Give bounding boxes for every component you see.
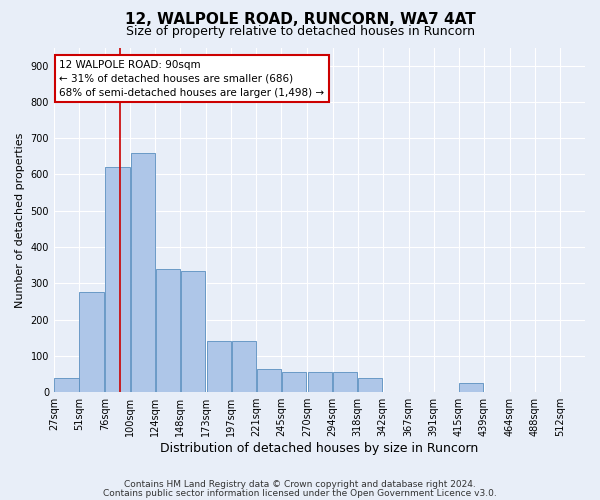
- Text: Contains HM Land Registry data © Crown copyright and database right 2024.: Contains HM Land Registry data © Crown c…: [124, 480, 476, 489]
- Bar: [131, 152, 155, 392]
- Bar: [79, 292, 104, 392]
- Y-axis label: Number of detached properties: Number of detached properties: [15, 132, 25, 308]
- Text: Size of property relative to detached houses in Runcorn: Size of property relative to detached ho…: [125, 25, 475, 38]
- Bar: [282, 372, 306, 392]
- Bar: [206, 342, 231, 392]
- Bar: [333, 372, 357, 392]
- Bar: [55, 378, 79, 392]
- Bar: [232, 342, 256, 392]
- Bar: [257, 368, 281, 392]
- X-axis label: Distribution of detached houses by size in Runcorn: Distribution of detached houses by size …: [160, 442, 479, 455]
- Bar: [155, 269, 180, 392]
- Bar: [181, 270, 205, 392]
- Bar: [459, 383, 484, 392]
- Bar: [308, 372, 332, 392]
- Text: 12 WALPOLE ROAD: 90sqm
← 31% of detached houses are smaller (686)
68% of semi-de: 12 WALPOLE ROAD: 90sqm ← 31% of detached…: [59, 60, 325, 98]
- Bar: [106, 167, 130, 392]
- Text: 12, WALPOLE ROAD, RUNCORN, WA7 4AT: 12, WALPOLE ROAD, RUNCORN, WA7 4AT: [125, 12, 475, 28]
- Bar: [358, 378, 382, 392]
- Text: Contains public sector information licensed under the Open Government Licence v3: Contains public sector information licen…: [103, 488, 497, 498]
